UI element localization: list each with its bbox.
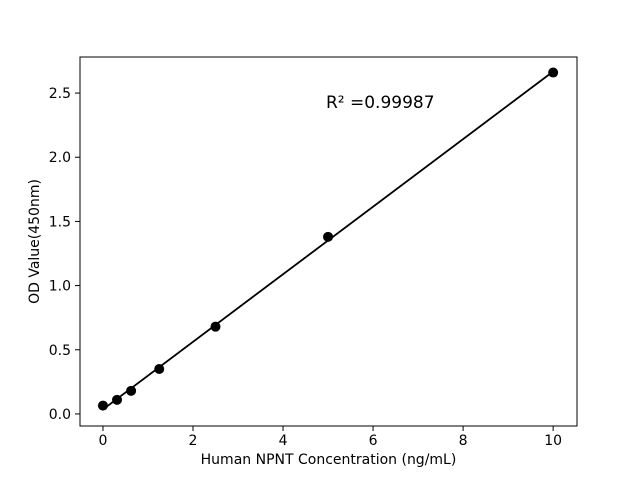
x-tick-label: 2 [189,433,198,449]
y-tick-label: 1.5 [49,214,71,230]
y-axis-label: OD Value(450nm) [27,179,43,304]
data-point [97,400,108,411]
data-point [548,67,559,78]
x-tick-label: 8 [459,433,468,449]
x-tick-label: 6 [369,433,378,449]
data-series-layer [97,67,559,411]
x-tick-label: 0 [98,433,107,449]
data-point [323,231,334,242]
y-tick-label: 1.0 [49,279,71,295]
data-point [112,394,123,405]
y-tick-label: 0.0 [49,407,71,423]
data-point [126,385,137,396]
x-tick-label: 10 [544,433,562,449]
y-tick-label: 0.5 [49,343,71,359]
plot-border [79,56,578,427]
axes-layer: 0 2 4 6 8 10 0.0 0.5 1.0 1.5 2.0 2.5 [49,56,578,449]
data-point [154,364,165,375]
data-point [210,321,221,332]
x-axis-label: Human NPNT Concentration (ng/mL) [201,452,457,468]
y-tick-label: 2.0 [49,150,71,166]
x-tick-label: 4 [279,433,288,449]
y-tick-label: 2.5 [49,86,71,102]
r-squared-annotation: R² =0.99987 [326,93,435,113]
